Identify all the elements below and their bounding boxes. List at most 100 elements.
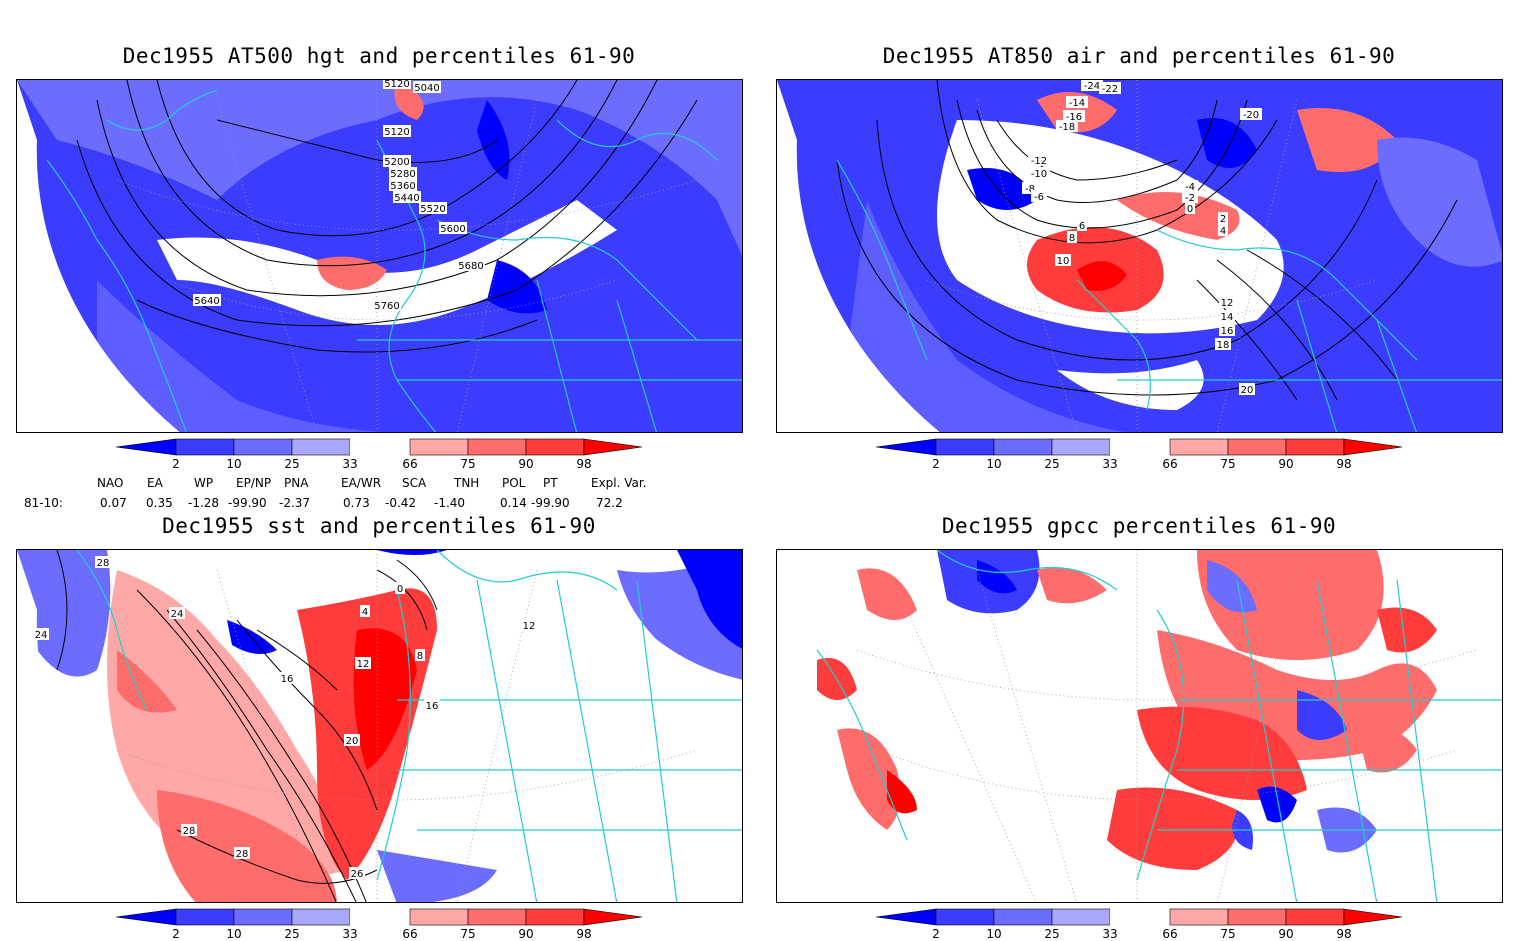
contour-label: 5120 (384, 80, 409, 90)
contour-label: 16 (426, 701, 439, 712)
contour-label: -4 (1185, 182, 1195, 193)
colorbar-segment (1227, 908, 1287, 926)
colorbar-segment (1343, 908, 1403, 926)
panel-title-gpcc: Dec1955 gpcc percentiles 61-90 (941, 514, 1337, 538)
contour-label: 5520 (420, 204, 445, 215)
contour-label: 20 (346, 736, 359, 747)
colorbar-segment (350, 439, 410, 455)
contour-label-bg (1055, 254, 1071, 266)
colorbar-segment (583, 908, 643, 926)
colorbar-tick-label: 10 (986, 457, 1001, 471)
colorbar-tick-label: 33 (342, 927, 357, 941)
colorbar-segment (115, 438, 177, 456)
colorbar-tick-label: 2 (172, 927, 180, 941)
contour-label-bg (439, 222, 467, 234)
contour-label: 14 (1221, 312, 1234, 323)
contour-label: 4 (1220, 226, 1226, 237)
map-sst-svg: 28 24 24 0 4 8 12 16 20 28 28 26 12 16 (17, 550, 742, 902)
colorbar-tick-label: 2 (172, 457, 180, 471)
contour-label: -16 (1066, 112, 1082, 123)
contour-label: 5680 (458, 261, 483, 272)
contour-label-bg (349, 867, 365, 879)
colorbar-tick-label: 98 (1336, 927, 1351, 941)
contour-label-bg (373, 299, 401, 311)
contour-label-bg (1219, 310, 1235, 322)
contour-label-bg (1099, 82, 1121, 94)
colorbar-segment (467, 438, 527, 456)
contour-label: -8 (1025, 184, 1035, 195)
colorbar-tick-label: 25 (1044, 457, 1059, 471)
panel-title-hgt: Dec1955 AT500 hgt and percentiles 61-90 (122, 44, 636, 68)
contour-label: 8 (1069, 233, 1075, 244)
colorbar-segment (233, 438, 293, 456)
colorbar-tick-label: 98 (576, 457, 591, 471)
contour-label: 28 (183, 826, 196, 837)
index-header-tnh: TNH (454, 476, 480, 490)
colorbar-segment (1110, 439, 1170, 455)
colorbar-segment (409, 438, 469, 456)
contour-label-bg (1219, 324, 1235, 336)
contour-label: -18 (1059, 122, 1075, 133)
contour-label: 5360 (390, 181, 415, 192)
contour-label-bg (1185, 202, 1195, 214)
colorbar-tick-label: 98 (576, 927, 591, 941)
contour-label: 5640 (194, 296, 219, 307)
colorbar-segment (175, 438, 235, 456)
contour-label-bg (1182, 180, 1198, 192)
colorbar-segment (350, 909, 410, 925)
contour-label-bg (1219, 296, 1235, 308)
map-gpcc-svg (777, 550, 1502, 902)
colorbar-segment (935, 908, 995, 926)
colorbar-svg: 2 10 25 33 66 75 90 98 (115, 438, 643, 471)
colorbar-segment (875, 438, 937, 456)
colorbar-tick-label: 90 (1278, 457, 1293, 471)
colorbar-segment (1343, 438, 1403, 456)
colorbar-tick-label: 90 (1278, 927, 1293, 941)
colorbar-segment (175, 908, 235, 926)
contour-label: -20 (1243, 110, 1259, 121)
contour-label: 24 (35, 630, 48, 641)
colorbar-segment (467, 908, 527, 926)
contour-label: 12 (523, 621, 536, 632)
contour-label-bg (1056, 120, 1078, 132)
contour-label: 12 (1221, 298, 1234, 309)
contour-label-bg (424, 699, 440, 711)
contour-label: -12 (1031, 156, 1047, 167)
contour-label: 28 (236, 849, 249, 860)
contour-labels-sst: 28 24 24 0 4 8 12 16 20 28 28 26 12 16 (33, 556, 537, 880)
contour-label-bg (389, 179, 417, 191)
index-value-nao: 0.07 (100, 496, 127, 510)
colorbar-tick-label: 2 (932, 927, 940, 941)
colorbar-segment (525, 908, 585, 926)
colorbar-top-left: 2 10 25 33 66 75 90 98 (115, 438, 646, 471)
contour-labels-air: -24 -22-20-18-16-14-12-10-8-6-4-202468101… (1022, 80, 1262, 396)
contour-label: -14 (1069, 98, 1085, 109)
contour-label: 5440 (394, 193, 419, 204)
colorbar-tick-label: 75 (1220, 457, 1235, 471)
contour-label: 5200 (384, 157, 409, 168)
contour-label: 5600 (440, 224, 465, 235)
index-value-tnh: -1.40 (434, 496, 466, 510)
contour-label: 10 (1057, 256, 1070, 267)
colorbar-bottom-left: 2 10 25 33 66 75 90 98 (115, 908, 646, 941)
contour-label: 6 (1079, 221, 1085, 232)
map-panel-air: -24 -22 -20 -18 -16 -14 -12 -10 -8 -6 -4 -2 0 2 4 6 8 10 1… (776, 79, 1503, 433)
colorbar-tick-label: 66 (1162, 927, 1177, 941)
contour-label-bg (193, 294, 221, 306)
contour-label-bg (415, 649, 425, 661)
contour-label-bg (383, 80, 411, 89)
contour-label: 4 (362, 607, 368, 618)
contour-label-bg (393, 191, 421, 203)
contour-label-bg (1215, 338, 1231, 350)
colorbar-segment (1169, 908, 1229, 926)
colorbar-tick-label: 66 (402, 457, 417, 471)
panel-title-air: Dec1955 AT850 air and percentiles 61-90 (882, 44, 1396, 68)
contour-label: 18 (1217, 340, 1230, 351)
colorbar-segment (993, 438, 1053, 456)
index-header-expl-var: Expl. Var. (591, 476, 647, 490)
index-header-eawr: EA/WR (341, 476, 382, 490)
colorbar-tick-label: 66 (402, 927, 417, 941)
colorbar-tick-label: 33 (1102, 457, 1117, 471)
index-header-wp: WP (194, 476, 214, 490)
